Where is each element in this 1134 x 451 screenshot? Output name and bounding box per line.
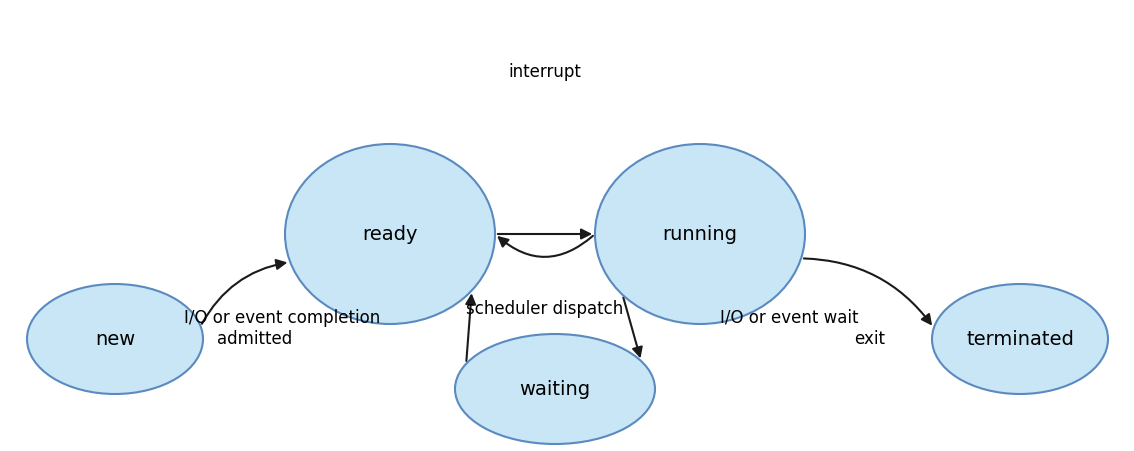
Ellipse shape [595, 145, 805, 324]
FancyArrowPatch shape [466, 296, 475, 361]
Text: interrupt: interrupt [508, 63, 582, 81]
FancyArrowPatch shape [498, 230, 590, 239]
Text: I/O or event completion: I/O or event completion [184, 308, 380, 326]
Text: running: running [662, 225, 737, 244]
Text: exit: exit [855, 329, 886, 347]
Ellipse shape [27, 285, 203, 394]
Text: waiting: waiting [519, 380, 591, 399]
FancyArrowPatch shape [202, 261, 285, 324]
Ellipse shape [455, 334, 655, 444]
Text: scheduler dispatch: scheduler dispatch [466, 299, 624, 318]
Text: I/O or event wait: I/O or event wait [720, 308, 858, 326]
Ellipse shape [285, 145, 496, 324]
Ellipse shape [932, 285, 1108, 394]
Text: ready: ready [362, 225, 417, 244]
Text: admitted: admitted [218, 329, 293, 347]
Text: new: new [95, 330, 135, 349]
FancyArrowPatch shape [499, 236, 593, 258]
FancyArrowPatch shape [624, 298, 642, 356]
Text: terminated: terminated [966, 330, 1074, 349]
FancyArrowPatch shape [804, 259, 931, 324]
